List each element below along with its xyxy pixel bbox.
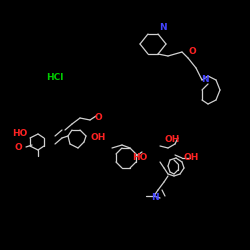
Text: OH: OH [183, 154, 199, 162]
Text: O: O [14, 144, 22, 152]
Text: O: O [94, 114, 102, 122]
Text: HCl: HCl [46, 74, 64, 82]
Text: N: N [201, 76, 209, 84]
Text: OH: OH [164, 136, 180, 144]
Text: HO: HO [132, 154, 148, 162]
Text: O: O [188, 48, 196, 56]
Text: HO: HO [12, 128, 28, 138]
Text: N: N [151, 194, 159, 202]
Text: OH: OH [90, 134, 106, 142]
Text: N: N [159, 24, 167, 32]
